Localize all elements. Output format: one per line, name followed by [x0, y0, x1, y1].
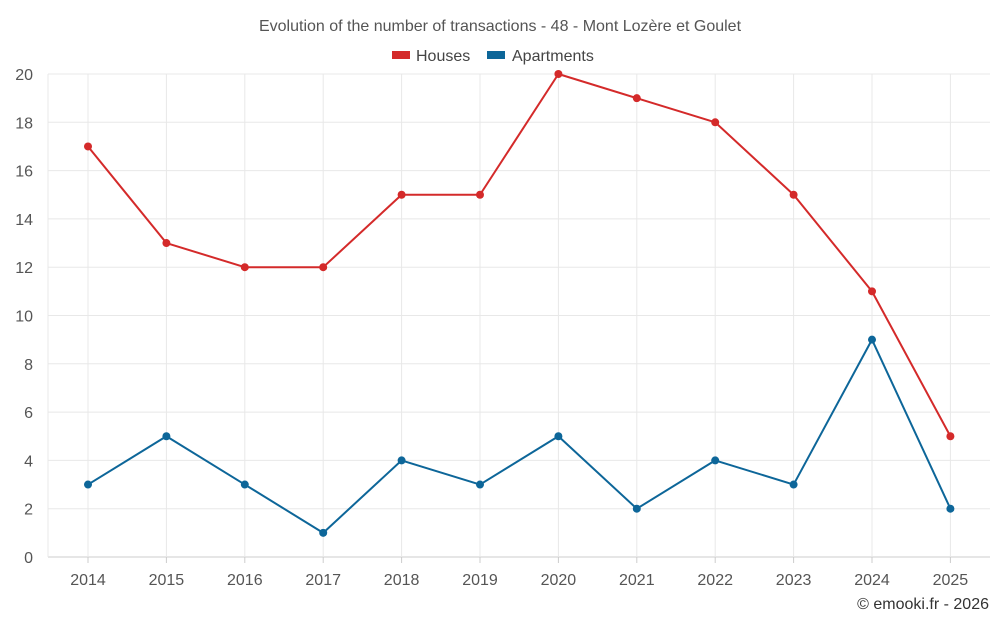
grid	[47, 73, 990, 563]
legend-swatch-houses	[392, 51, 410, 59]
x-axis-ticks: 2014 2015 2016 2017 2018 2019 2020 2021 2022 2023…	[70, 572, 968, 589]
data-point-houses[interactable]	[240, 263, 249, 272]
y-tick-label: 8	[24, 357, 33, 374]
x-tick-label: 2019	[462, 572, 498, 589]
y-tick-label: 10	[15, 309, 33, 326]
data-point-apartments[interactable]	[476, 480, 484, 489]
data-point-apartments[interactable]	[868, 335, 876, 344]
data-point-houses[interactable]	[632, 94, 641, 103]
series-layer	[84, 70, 955, 537]
y-axis-ticks: 0 2 4 6 8 10 12 14 16 18 20	[15, 67, 33, 567]
legend-label-houses[interactable]: Houses	[416, 48, 470, 65]
data-point-apartments[interactable]	[554, 432, 563, 441]
x-tick-label: 2020	[541, 572, 577, 589]
y-tick-label: 12	[15, 260, 33, 277]
y-tick-label: 18	[15, 115, 33, 132]
data-point-apartments[interactable]	[789, 480, 798, 489]
chart-title: Evolution of the number of transactions …	[259, 18, 742, 35]
x-tick-label: 2022	[697, 572, 733, 589]
series-houses	[84, 70, 955, 441]
y-tick-label: 4	[24, 453, 33, 470]
y-tick-label: 2	[24, 502, 33, 519]
x-tick-label: 2016	[227, 572, 263, 589]
data-point-houses[interactable]	[868, 287, 876, 296]
y-tick-label: 14	[15, 212, 33, 229]
x-tick-label: 2021	[619, 572, 655, 589]
data-point-apartments[interactable]	[632, 504, 641, 513]
data-point-houses[interactable]	[554, 70, 563, 78]
data-point-apartments[interactable]	[319, 528, 328, 537]
y-tick-label: 16	[15, 164, 33, 181]
x-tick-label: 2014	[70, 572, 106, 589]
legend-swatch-apartments	[487, 51, 505, 59]
series-apartments	[84, 335, 955, 537]
x-tick-label: 2025	[933, 572, 969, 589]
x-tick-label: 2024	[854, 572, 890, 589]
legend-label-apartments[interactable]: Apartments	[512, 48, 594, 65]
x-tick-label: 2023	[776, 572, 812, 589]
data-point-houses[interactable]	[397, 190, 406, 199]
legend: Houses Apartments	[392, 48, 594, 65]
data-point-houses[interactable]	[711, 118, 720, 127]
data-point-houses[interactable]	[476, 190, 484, 199]
y-tick-label: 6	[24, 405, 33, 422]
x-tick-label: 2017	[305, 572, 341, 589]
data-point-houses[interactable]	[789, 190, 798, 199]
data-point-apartments[interactable]	[397, 456, 406, 465]
series-line-houses	[87, 73, 952, 437]
y-tick-label: 20	[15, 67, 33, 84]
data-point-apartments[interactable]	[240, 480, 249, 489]
credit-text: © emooki.fr - 2026	[857, 596, 989, 613]
y-tick-label: 0	[24, 550, 33, 567]
x-tick-label: 2015	[149, 572, 185, 589]
data-point-apartments[interactable]	[84, 480, 92, 489]
data-point-apartments[interactable]	[711, 456, 720, 465]
data-point-houses[interactable]	[162, 239, 171, 248]
series-line-apartments	[87, 338, 952, 534]
data-point-apartments[interactable]	[162, 432, 171, 441]
x-tick-label: 2018	[384, 572, 420, 589]
data-point-houses[interactable]	[946, 432, 955, 441]
data-point-apartments[interactable]	[946, 504, 955, 513]
data-point-houses[interactable]	[84, 142, 92, 151]
data-point-houses[interactable]	[319, 263, 328, 272]
